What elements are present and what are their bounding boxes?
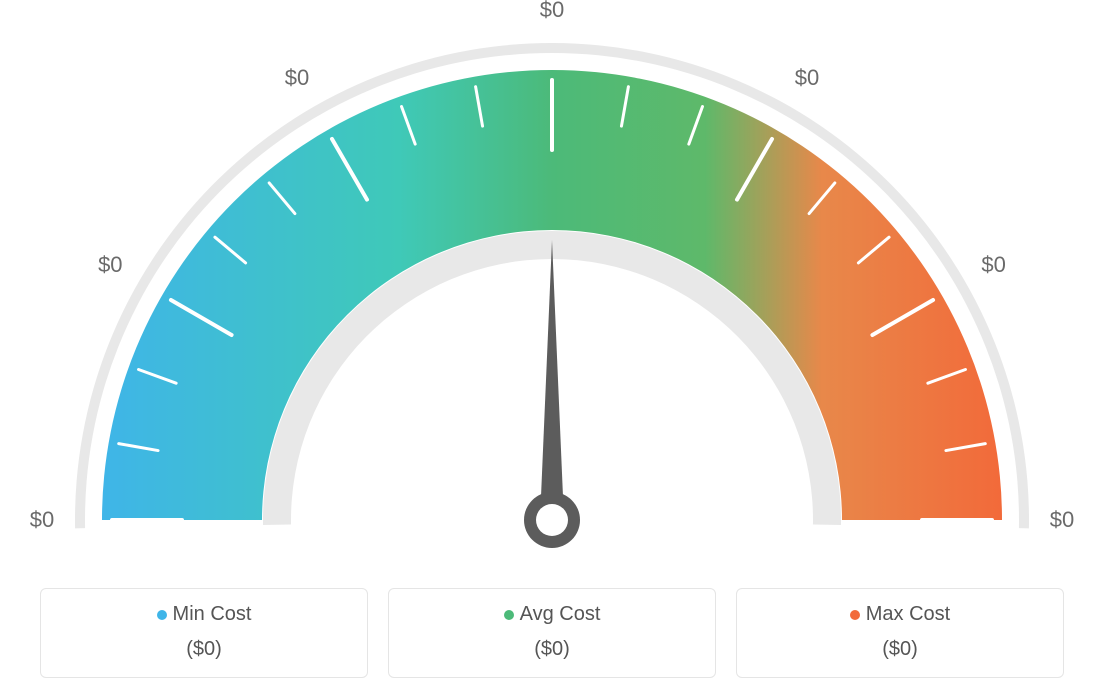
gauge-area: $0 $0 $0 $0 $0 $0 $0 — [0, 0, 1104, 560]
cost-gauge-container: $0 $0 $0 $0 $0 $0 $0 Min Cost ($0) Avg Cost ($… — [0, 0, 1104, 690]
legend-label-avg: Avg Cost — [520, 603, 601, 625]
legend-dot-min — [157, 610, 167, 620]
legend-card-max: Max Cost ($0) — [736, 588, 1064, 678]
gauge-tick-label: $0 — [540, 0, 564, 23]
gauge-svg — [0, 0, 1104, 560]
legend-title-avg: Avg Cost — [399, 603, 705, 626]
gauge-tick-label: $0 — [30, 507, 54, 533]
legend-dot-max — [850, 610, 860, 620]
gauge-tick-label: $0 — [981, 252, 1005, 278]
gauge-tick-label: $0 — [98, 252, 122, 278]
legend-label-max: Max Cost — [866, 603, 950, 625]
legend-card-min: Min Cost ($0) — [40, 588, 368, 678]
gauge-tick-label: $0 — [1050, 507, 1074, 533]
gauge-tick-label: $0 — [285, 65, 309, 91]
gauge-tick-label: $0 — [795, 65, 819, 91]
legend-title-max: Max Cost — [747, 603, 1053, 626]
legend-value-min: ($0) — [51, 638, 357, 661]
legend-label-min: Min Cost — [173, 603, 252, 625]
legend-value-max: ($0) — [747, 638, 1053, 661]
legend-dot-avg — [504, 610, 514, 620]
legend-row: Min Cost ($0) Avg Cost ($0) Max Cost ($0… — [40, 588, 1064, 678]
legend-card-avg: Avg Cost ($0) — [388, 588, 716, 678]
legend-value-avg: ($0) — [399, 638, 705, 661]
legend-title-min: Min Cost — [51, 603, 357, 626]
